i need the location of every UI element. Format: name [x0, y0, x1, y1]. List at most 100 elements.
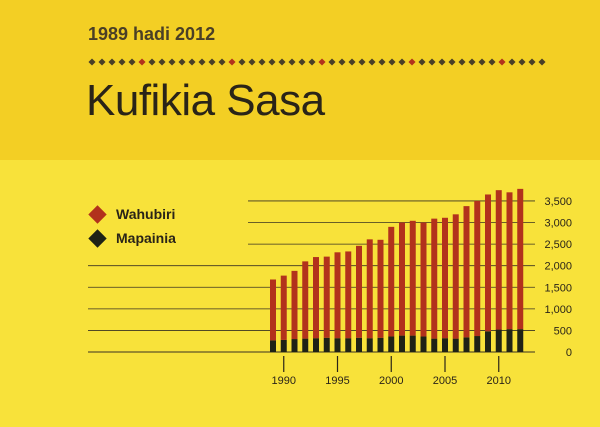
x-tick-label: 2000 [379, 375, 403, 387]
bar-segment-mapainia [420, 336, 427, 352]
bar-segment-mapainia [463, 337, 470, 352]
dotted-divider [88, 58, 546, 66]
bar-segment-wahubiri [506, 192, 513, 330]
bar-segment-wahubiri [302, 261, 309, 339]
y-tick-label: 1,000 [544, 304, 572, 316]
bar-segment-wahubiri [420, 222, 427, 337]
x-tick-label: 1990 [272, 375, 296, 387]
divider-dot [378, 58, 386, 66]
divider-dot [478, 58, 486, 66]
divider-dot [448, 58, 456, 66]
bar-segment-wahubiri [442, 217, 448, 339]
divider-dot [258, 58, 266, 66]
divider-dot [178, 58, 186, 66]
bar-segment-wahubiri [366, 239, 373, 339]
bar-segment-mapainia [485, 331, 491, 352]
legend-item-mapainia: Mapainia [88, 226, 176, 250]
divider-dot [288, 58, 296, 66]
divider-dot [248, 58, 256, 66]
divider-dot [408, 58, 416, 66]
divider-dot [398, 58, 406, 66]
divider-dot [338, 58, 346, 66]
bar-segment-mapainia [399, 335, 405, 352]
bar-segment-mapainia [270, 340, 276, 352]
bar-segment-mapainia [366, 338, 373, 352]
divider-dot [228, 58, 236, 66]
divider-dot [368, 58, 376, 66]
x-tick-label: 1995 [325, 375, 349, 387]
bar-segment-wahubiri [377, 239, 384, 338]
divider-dot [188, 58, 196, 66]
bar-segment-wahubiri [323, 256, 330, 338]
bar-segment-mapainia [506, 329, 513, 352]
divider-dot [268, 58, 276, 66]
bar-segment-wahubiri [431, 218, 438, 339]
divider-dot [428, 58, 436, 66]
divider-dot [298, 58, 306, 66]
bar-segment-wahubiri [280, 275, 287, 340]
bar-segment-wahubiri [517, 188, 524, 330]
bar-segment-wahubiri [388, 226, 395, 337]
divider-dot [238, 58, 246, 66]
bar-segment-wahubiri [356, 245, 362, 338]
divider-dot [538, 58, 546, 66]
bar-segment-mapainia [388, 336, 395, 352]
bar-segment-mapainia [377, 337, 384, 352]
bar-segment-mapainia [323, 337, 330, 352]
divider-dot [138, 58, 146, 66]
bar-segment-mapainia [345, 338, 352, 352]
divider-dot [468, 58, 476, 66]
y-tick-label: 0 [566, 347, 572, 359]
bar-segment-mapainia [474, 336, 481, 352]
chart-subtitle: 1989 hadi 2012 [88, 24, 216, 44]
divider-dot [168, 58, 176, 66]
divider-dot [218, 58, 226, 66]
legend-label-wahubiri: Wahubiri [116, 206, 176, 222]
divider-dot [418, 58, 426, 66]
bar-segment-wahubiri [474, 200, 481, 337]
divider-dot [348, 58, 356, 66]
bar-segment-wahubiri [485, 194, 491, 332]
divider-dot [198, 58, 206, 66]
divider-dot [158, 58, 166, 66]
bar-segment-mapainia [313, 338, 319, 352]
divider-dot [328, 58, 336, 66]
y-tick-label: 1,500 [544, 282, 572, 294]
bar-segment-wahubiri [452, 214, 459, 339]
divider-dot [438, 58, 446, 66]
divider-dot [458, 58, 466, 66]
bar-segment-wahubiri [270, 279, 276, 341]
divider-dot [318, 58, 326, 66]
bar-segment-wahubiri [463, 206, 470, 338]
bar-segment-wahubiri [399, 222, 405, 336]
bar-segment-mapainia [442, 338, 448, 352]
divider-dot [148, 58, 156, 66]
y-tick-label: 2,500 [544, 239, 572, 251]
chart-title: Kufikia Sasa [86, 76, 325, 125]
bar-segment-mapainia [495, 329, 502, 352]
y-tick-label: 500 [554, 325, 572, 337]
divider-dot [498, 58, 506, 66]
chart-legend: Wahubiri Mapainia [88, 202, 176, 250]
bar-segment-mapainia [409, 335, 416, 352]
bar-segment-mapainia [356, 337, 362, 352]
divider-dot [128, 58, 136, 66]
bar-segment-mapainia [302, 338, 309, 352]
bar-segment-wahubiri [313, 257, 319, 339]
bar-segment-wahubiri [409, 220, 416, 336]
header-band [0, 0, 600, 160]
legend-label-mapainia: Mapainia [116, 230, 176, 246]
x-tick-label: 2010 [487, 375, 511, 387]
divider-dot [508, 58, 516, 66]
y-tick-label: 2,000 [544, 261, 572, 273]
divider-dot [488, 58, 496, 66]
divider-dot [308, 58, 316, 66]
bar-segment-wahubiri [291, 270, 298, 340]
divider-dot [208, 58, 216, 66]
bar-segment-wahubiri [334, 252, 341, 339]
y-tick-label: 3,500 [544, 196, 572, 208]
bar-segment-mapainia [517, 329, 524, 352]
bar-segment-mapainia [431, 338, 438, 352]
bar-segment-mapainia [452, 338, 459, 352]
